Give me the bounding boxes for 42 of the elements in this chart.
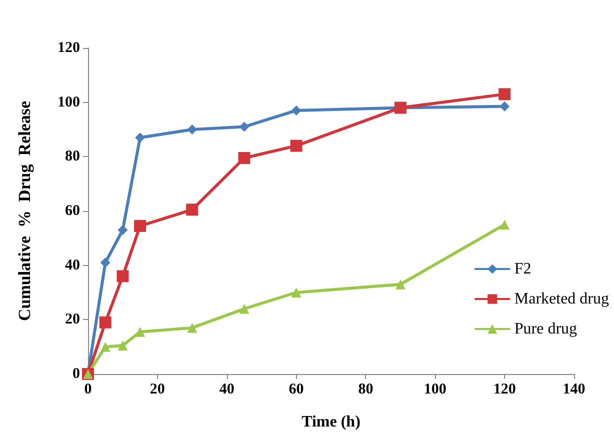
- point: [187, 124, 198, 134]
- point: [135, 132, 146, 143]
- x-tick-label: 0: [84, 382, 92, 398]
- point: [239, 122, 250, 132]
- x-tick-label: 120: [493, 382, 516, 398]
- legend-label: Pure drug: [514, 320, 578, 338]
- point: [238, 152, 250, 164]
- x-axis-title: Time (h): [302, 414, 360, 430]
- y-tick-label: 40: [65, 257, 80, 274]
- y-tick-label: 100: [58, 94, 80, 110]
- legend-label: Marketed drug: [514, 290, 610, 308]
- y-tick-label: 120: [58, 40, 80, 56]
- point: [134, 220, 146, 232]
- y-tick-label: 20: [65, 312, 80, 328]
- y-axis-title: Cumulative % Drug Release: [15, 100, 34, 322]
- point: [135, 326, 146, 337]
- point: [187, 322, 198, 333]
- legend-label: F2: [514, 260, 532, 278]
- point: [118, 340, 128, 350]
- point: [116, 270, 129, 282]
- point: [395, 279, 406, 290]
- point: [500, 220, 510, 230]
- x-tick-label: 60: [288, 382, 304, 398]
- y-tick-label: 0: [72, 366, 80, 382]
- point: [498, 88, 511, 100]
- point: [290, 140, 302, 152]
- y-tick-label: 60: [65, 203, 80, 219]
- point: [291, 288, 302, 298]
- point: [500, 101, 510, 112]
- point: [99, 316, 112, 328]
- x-tick-label: 20: [150, 382, 165, 398]
- point: [186, 204, 198, 216]
- point: [100, 258, 110, 268]
- x-tick-label: 40: [219, 382, 234, 398]
- point: [118, 225, 128, 236]
- x-tick-label: 140: [562, 382, 586, 398]
- point: [291, 105, 302, 116]
- y-tick-label: 80: [65, 148, 80, 165]
- x-tick-label: 100: [424, 382, 446, 398]
- point: [100, 342, 110, 352]
- x-tick-label: 80: [358, 382, 374, 398]
- point: [239, 304, 250, 314]
